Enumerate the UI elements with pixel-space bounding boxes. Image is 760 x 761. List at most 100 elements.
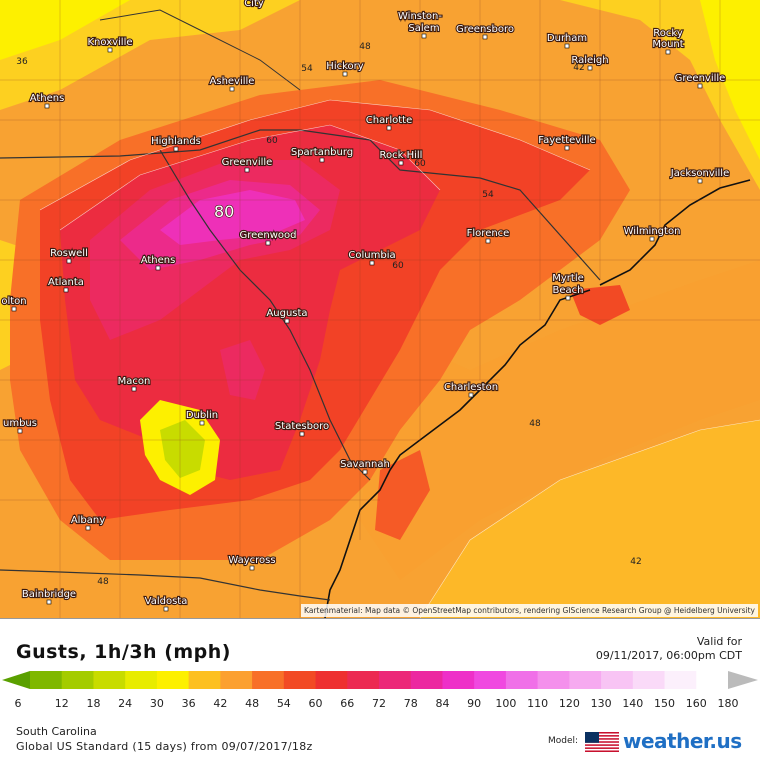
scale-swatch: [410, 671, 443, 689]
color-scale: 6 12 18 24 30 36 42 48 54 60 66 72 78 84 90 100 110 120 13…: [2, 671, 758, 710]
scale-swatch: [632, 671, 666, 689]
scale-tick-label: 160: [686, 697, 707, 710]
gust-map[interactable]: City Winston- Salem Greensboro Durham Rocky Mo…: [0, 0, 760, 618]
scale-tick-label: 30: [150, 697, 164, 710]
field-42-ocean: [420, 420, 760, 618]
max-gust-label: 80: [214, 202, 234, 221]
city-label: Rock Hill: [380, 150, 423, 161]
city-label: Athens: [30, 93, 65, 104]
field-60-myrtle: [570, 285, 630, 325]
field-72-south: [220, 340, 265, 400]
legend-panel: Gusts, 1h/3h (mph) Valid for 09/11/2017,…: [0, 618, 760, 761]
city-label: Greenwood: [239, 230, 296, 241]
state-border-tn-nc: [99, 9, 301, 91]
city-marker: [131, 386, 137, 392]
scale-swatch: [188, 671, 221, 689]
city-label: Statesboro: [275, 421, 329, 432]
city-label: Wilmington: [624, 226, 681, 237]
scale-tick-label: 120: [559, 697, 580, 710]
city-marker: [369, 260, 375, 266]
scale-swatch: [156, 671, 190, 689]
city-marker: [319, 157, 325, 163]
city-marker: [17, 428, 23, 434]
scale-tick-label: 180: [718, 697, 739, 710]
city-label: Rocky: [653, 28, 683, 39]
scale-swatch: [61, 671, 94, 689]
city-marker: [66, 258, 72, 264]
city-marker: [697, 178, 703, 184]
model-label: Model:: [548, 736, 579, 746]
city-label: Greensboro: [456, 24, 514, 35]
scale-swatch: [664, 671, 697, 689]
city-marker: [421, 33, 427, 39]
city-label: City: [244, 0, 264, 9]
city-label: Columbia: [348, 250, 395, 261]
scale-tick-label: 36: [182, 697, 196, 710]
city-marker: [565, 295, 571, 301]
scale-tick-label: 140: [622, 697, 643, 710]
scale-tick-label: 24: [118, 697, 132, 710]
city-label: Asheville: [210, 76, 255, 87]
city-label: Bainbridge: [22, 589, 76, 600]
field-24-dublin: [160, 420, 205, 478]
city-label: Knoxville: [87, 37, 132, 48]
city-marker: [468, 392, 474, 398]
city-label: umbus: [3, 418, 37, 429]
field-36-northwest: [0, 0, 130, 60]
city-label: Valdosta: [145, 596, 188, 607]
city-marker: [11, 306, 17, 312]
scale-swatch: [601, 671, 634, 689]
scale-tick-label: 12: [55, 697, 69, 710]
city-marker: [229, 86, 235, 92]
legend-title: Gusts, 1h/3h (mph): [16, 641, 231, 663]
scale-tick-label: 100: [495, 697, 516, 710]
city-marker: [284, 318, 290, 324]
city-marker: [85, 525, 91, 531]
scale-swatch: [442, 671, 475, 689]
contour-label: 48: [359, 42, 371, 52]
city-label: Mount: [652, 39, 683, 50]
contour-label: 36: [16, 57, 28, 67]
city-label: Raleigh: [571, 55, 608, 66]
city-marker: [587, 65, 593, 71]
city-marker: [564, 43, 570, 49]
city-marker: [155, 265, 161, 271]
scale-swatch: [569, 671, 602, 689]
city-label: Roswell: [50, 248, 88, 259]
city-marker: [163, 606, 169, 612]
scale-arrow-right: [728, 671, 758, 689]
city-marker: [649, 236, 655, 242]
model-run: Global US Standard (15 days) from 09/07/…: [16, 740, 313, 753]
city-marker: [665, 49, 671, 55]
scale-swatch: [30, 671, 63, 689]
city-marker: [199, 420, 205, 426]
region-name: South Carolina: [16, 725, 97, 738]
scale-swatch: [505, 671, 539, 689]
scale-tick-label: 60: [309, 697, 323, 710]
scale-tick-label: 6: [15, 697, 22, 710]
city-label: Charlotte: [366, 115, 412, 126]
city-marker: [107, 47, 113, 53]
field-90: [160, 190, 305, 245]
city-label: Florence: [467, 228, 510, 239]
contour-label: 54: [301, 64, 313, 74]
weather-us-logo[interactable]: weather.us: [623, 729, 742, 753]
contour-label: 48: [529, 419, 541, 429]
city-marker: [249, 565, 255, 571]
city-marker: [342, 71, 348, 77]
city-label: Augusta: [266, 308, 307, 319]
city-label: Jacksonville: [670, 168, 729, 179]
city-label: Dublin: [186, 410, 218, 421]
scale-tick-label: 54: [277, 697, 291, 710]
city-marker: [44, 103, 50, 109]
contour-label: 60: [266, 136, 278, 146]
city-label: Beach: [553, 285, 584, 296]
city-label: Charleston: [444, 382, 498, 393]
scale-tick-label: 130: [591, 697, 612, 710]
scale-arrow-left: [2, 671, 30, 689]
map-canvas: City Winston-Salem Greensboro Durham RockyMo…: [0, 0, 760, 618]
map-attribution[interactable]: Kartenmaterial: Map data © OpenStreetMap…: [301, 604, 758, 617]
valid-time: 09/11/2017, 06:00pm CDT: [595, 649, 742, 662]
city-layer: City Winston-Salem Greensboro Durham RockyMo…: [0, 0, 730, 612]
state-border-nc-sc: [0, 129, 601, 281]
